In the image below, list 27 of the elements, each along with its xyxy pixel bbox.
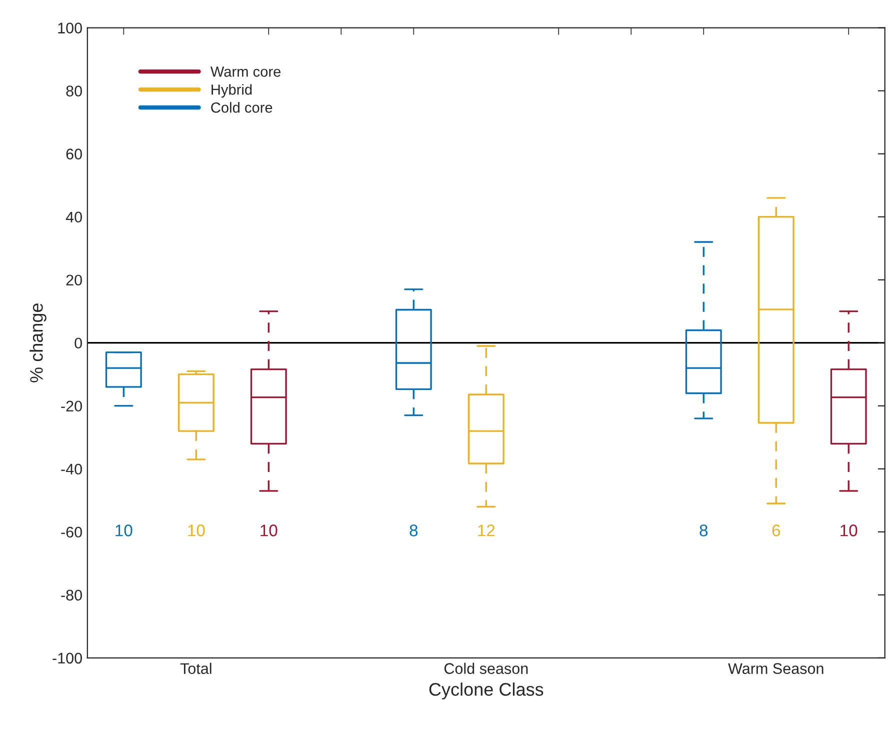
text: 10 bbox=[188, 524, 205, 536]
x-tick-label: Total bbox=[180, 662, 212, 674]
y-tick-label: -20 bbox=[61, 400, 82, 412]
legend-label: Warm core bbox=[210, 66, 281, 77]
text: 10 bbox=[260, 524, 278, 536]
y-tick-label: 60 bbox=[66, 148, 82, 160]
y-axis-title: % change bbox=[30, 303, 46, 382]
text: 10 bbox=[116, 524, 132, 536]
text: 6 bbox=[772, 524, 780, 536]
x-tick-label: Cold season bbox=[444, 662, 528, 674]
y-tick-label: 100 bbox=[58, 22, 82, 34]
y-tick-label: 80 bbox=[66, 86, 82, 96]
y-tick-label: -100 bbox=[52, 652, 82, 664]
text: 8 bbox=[700, 524, 708, 536]
text: 10 bbox=[840, 524, 858, 536]
x-axis-title: Cyclone Class bbox=[429, 682, 544, 700]
y-tick-label: -80 bbox=[61, 590, 82, 601]
y-tick-label: -60 bbox=[61, 526, 82, 538]
text: 8 bbox=[410, 524, 418, 536]
x-tick-label: Warm Season bbox=[728, 663, 824, 674]
y-tick-label: -40 bbox=[61, 464, 82, 475]
text: 12 bbox=[478, 524, 495, 536]
legend-label: Cold core bbox=[211, 102, 272, 113]
legend-label: Hybrid bbox=[212, 84, 252, 98]
y-tick-label: 0 bbox=[74, 338, 82, 349]
y-tick-label: 40 bbox=[66, 212, 82, 222]
y-tick-label: 20 bbox=[66, 274, 82, 286]
